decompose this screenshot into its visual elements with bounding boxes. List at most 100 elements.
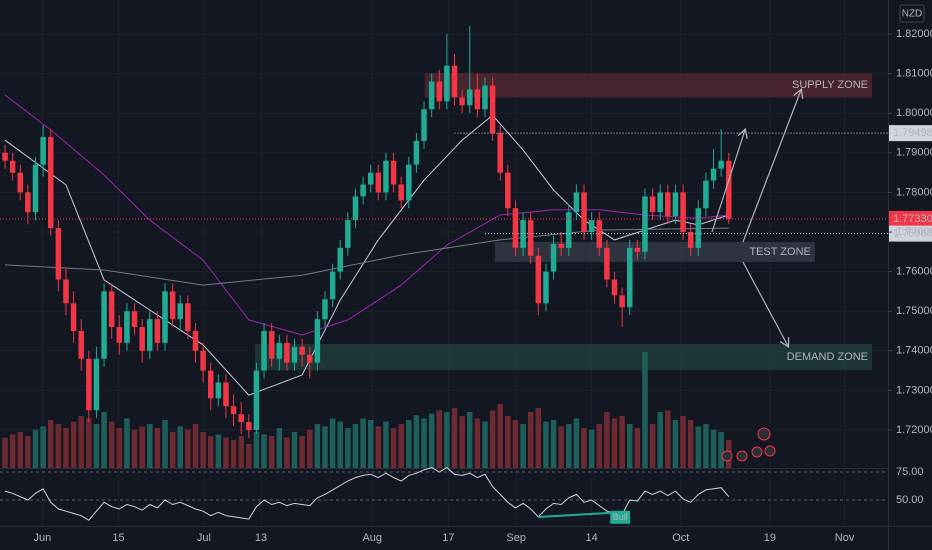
x-tick-label: Aug [362, 532, 382, 544]
x-tick-label: Nov [835, 532, 855, 544]
volume-bar [680, 416, 686, 468]
candle-body [398, 184, 404, 201]
candle-body [543, 271, 549, 304]
candle-body [40, 136, 46, 165]
candle-body [70, 303, 77, 332]
candle-body [230, 406, 237, 415]
candle-body [703, 180, 709, 209]
candle-body [489, 85, 496, 134]
candle-body [459, 97, 465, 106]
candle-body [550, 243, 557, 272]
volume-bar [619, 416, 625, 468]
volume-bar [543, 421, 549, 468]
volume-bar [626, 424, 633, 468]
y-tick-label: 1.78000 [896, 186, 932, 198]
volume-bar [604, 412, 610, 468]
volume-bar [512, 420, 519, 468]
volume-bar [154, 428, 161, 468]
zone [254, 344, 873, 371]
volume-bar [657, 412, 663, 468]
candle-body [108, 291, 115, 328]
volume-bar [467, 412, 473, 468]
volume-bar [124, 418, 130, 468]
volume-bar [291, 432, 298, 468]
volume-bar [162, 420, 168, 468]
candle-body [642, 196, 648, 252]
candle-body [200, 350, 206, 371]
volume-bar [139, 426, 145, 468]
candle-body [390, 160, 397, 185]
candle-body [169, 291, 176, 320]
y-tick-label: 1.79000 [896, 147, 932, 159]
x-tick-label: Jul [197, 532, 211, 544]
volume-bar [17, 432, 24, 468]
candle-body [695, 208, 702, 248]
volume-bar [215, 434, 222, 468]
candle-body [665, 192, 671, 217]
volume-bar [497, 404, 503, 468]
candle-body [527, 220, 534, 256]
candle-body [307, 354, 313, 363]
candle-body [131, 311, 138, 328]
candle-body [604, 247, 610, 280]
volume-bar [70, 421, 77, 468]
volume-bar [505, 416, 511, 468]
volume-bar [177, 426, 183, 468]
candle-body [444, 65, 450, 102]
volume-bar [86, 418, 92, 468]
volume [2, 352, 732, 468]
volume-bar [527, 412, 534, 468]
x-tick-label: 13 [255, 532, 267, 544]
volume-bar [588, 429, 595, 468]
volume-bar [284, 437, 290, 468]
volume-bar [474, 418, 481, 468]
zone-label: SUPPLY ZONE [792, 79, 868, 91]
volume-bar [223, 437, 229, 468]
candle-body [726, 160, 732, 219]
volume-bar [428, 413, 435, 468]
volume-bar [230, 440, 237, 468]
x-tick-label: 19 [764, 532, 776, 544]
arrow-up [742, 90, 801, 243]
event-icon [721, 450, 733, 462]
volume-bar [116, 428, 123, 468]
volume-bar [367, 420, 374, 468]
volume-bar [55, 424, 62, 468]
event-icon [751, 446, 763, 458]
candle-body [192, 331, 199, 351]
candle-body [238, 414, 244, 423]
candle-body [261, 331, 267, 371]
volume-bar [383, 421, 389, 468]
volume-bar [40, 426, 46, 468]
candle-body [284, 342, 290, 363]
volume-bar [421, 418, 427, 468]
candle-body [124, 311, 130, 343]
price-label-box [889, 125, 932, 142]
volume-bar [238, 436, 244, 468]
candle-body [611, 279, 618, 296]
volume-bar [695, 426, 702, 468]
y-tick-label: 1.77000 [896, 226, 932, 238]
volume-bar [444, 412, 450, 468]
volume-bar [566, 424, 572, 468]
price-lines: 1.79498 1.77330 1.76960 [0, 125, 932, 242]
volume-bar [147, 424, 153, 468]
candle-body [55, 228, 62, 280]
y-tick-label: 1.76000 [896, 266, 932, 278]
volume-bar [436, 410, 443, 468]
volume-bar [337, 421, 343, 468]
volume-bar [329, 418, 336, 468]
volume-bar [200, 432, 206, 468]
divergence-label-box [610, 510, 631, 524]
volume-bar [718, 432, 724, 468]
candle-body [86, 358, 92, 411]
arrows [711, 90, 801, 346]
volume-bar [398, 424, 404, 468]
candle-body [78, 331, 84, 359]
y-tick-label: 1.80000 [896, 107, 932, 119]
zone-label: DEMAND ZONE [787, 351, 868, 363]
candle-body [505, 172, 511, 209]
y-tick-label: 1.74000 [896, 345, 932, 357]
candle-body [116, 327, 123, 343]
x-tick-label: Jun [33, 532, 51, 544]
